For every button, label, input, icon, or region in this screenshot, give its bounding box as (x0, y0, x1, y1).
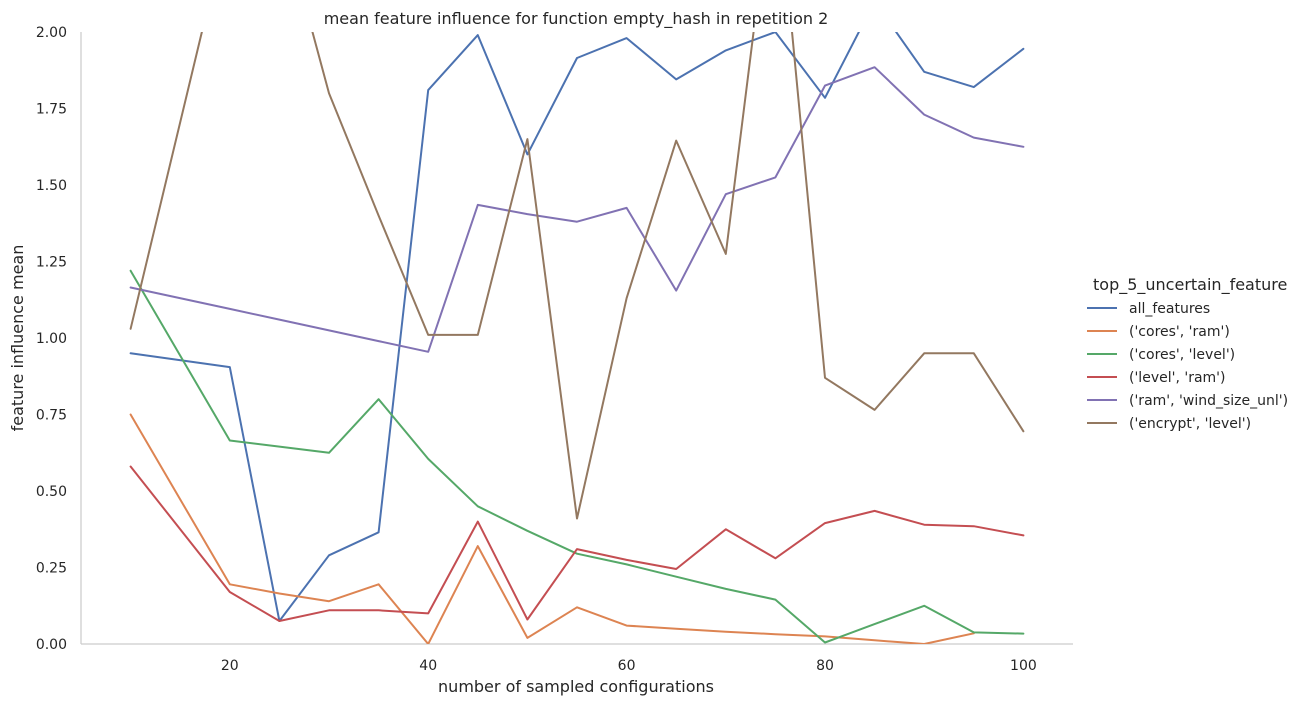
y-axis-title: feature influence mean (8, 245, 27, 432)
y-tick-label: 0.50 (36, 484, 67, 500)
x-tick-label: 100 (1010, 658, 1037, 674)
y-tick-label: 1.75 (36, 102, 67, 118)
x-tick-label: 40 (419, 658, 437, 674)
series-line-2 (129, 413, 975, 644)
legend-label: ('cores', 'ram') (1129, 324, 1230, 340)
y-tick-label: 0.75 (36, 408, 67, 424)
axes: 20 40 60 80 100 0.00 0.25 0.50 0.75 1.00 1.25 1.50 1… (36, 25, 1073, 674)
series-line-6 (129, 32, 1025, 520)
series-line-1 (129, 32, 1025, 622)
series-line-4 (129, 465, 1025, 622)
legend-title: top_5_uncertain_feature (1093, 275, 1287, 295)
legend-label: all_features (1129, 301, 1210, 317)
x-axis-title: number of sampled configurations (438, 677, 714, 696)
y-tick-label: 2.00 (36, 25, 67, 41)
legend: top_5_uncertain_feature all_features ('co… (1087, 275, 1288, 432)
series-line-5 (129, 66, 1025, 353)
y-tick-label: 0.00 (36, 637, 67, 653)
y-tick-label: 0.25 (36, 561, 67, 577)
x-tick-label: 20 (221, 658, 239, 674)
legend-label: ('cores', 'level') (1129, 347, 1235, 363)
y-tick-label: 1.00 (36, 331, 67, 347)
chart-title: mean feature influence for function empt… (324, 9, 829, 29)
legend-label: ('ram', 'wind_size_unl') (1129, 393, 1288, 409)
legend-label: ('level', 'ram') (1129, 370, 1225, 386)
x-tick-label: 60 (618, 658, 636, 674)
legend-label: ('encrypt', 'level') (1129, 416, 1251, 432)
y-tick-label: 1.50 (36, 178, 67, 194)
series-line-3 (129, 269, 1025, 644)
series-group (129, 32, 1025, 644)
y-tick-label: 1.25 (36, 255, 67, 271)
x-tick-label: 80 (816, 658, 834, 674)
